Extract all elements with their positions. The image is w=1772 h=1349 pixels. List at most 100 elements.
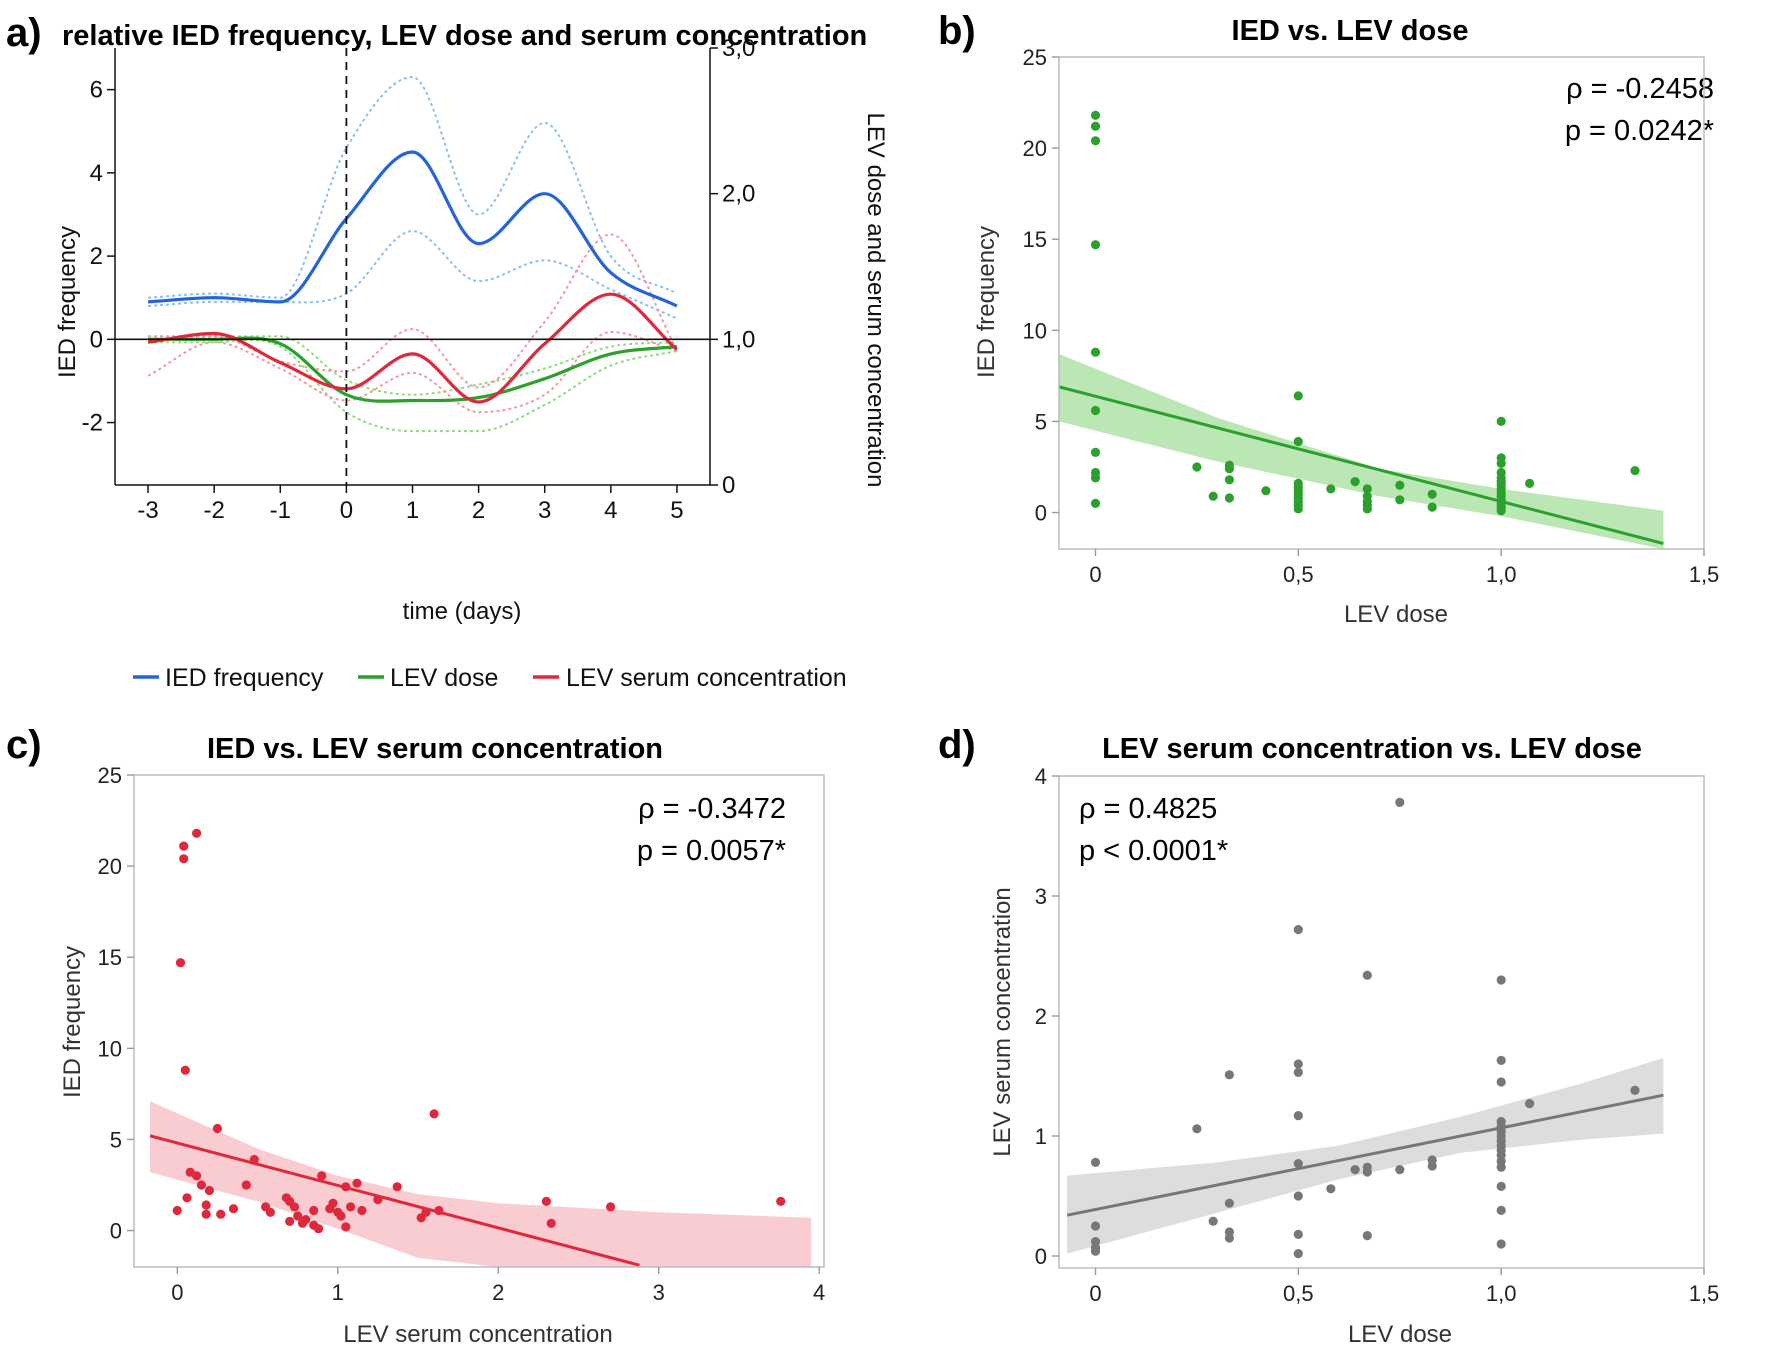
x-tick-label: 0: [340, 497, 353, 524]
data-point: [1496, 1181, 1506, 1191]
x-tick-label: 0,5: [1283, 562, 1314, 587]
y-tick-label: 10: [1023, 318, 1047, 343]
data-point: [1090, 121, 1101, 131]
data-point: [1496, 506, 1506, 516]
lev-serum-concentration-line: [147, 292, 678, 404]
data-point: [392, 1182, 402, 1192]
data-point: [1293, 391, 1303, 401]
y-tick-label: 4: [1035, 764, 1047, 789]
data-point: [1090, 136, 1101, 146]
x-tick-label: 2: [472, 497, 485, 524]
data-point: [1293, 436, 1303, 447]
data-point: [1362, 1231, 1372, 1241]
panel-a-axes: -3 -2 -1 0 1 2 3 4 5 -2 0 2 4 6 0 1,0 2,0 3,0: [82, 35, 756, 524]
panel-label-a: a): [6, 11, 42, 55]
y-tick-label: 4: [90, 160, 103, 187]
panel-c-axes: 0 1 2 3 4 0 5 10 15 20 25: [98, 763, 826, 1305]
y2-tick-label: 2,0: [722, 181, 755, 208]
y-tick-label: 0: [1035, 1244, 1047, 1269]
data-point: [1090, 1221, 1101, 1231]
legend-label: IED frequency: [165, 664, 324, 692]
panel-c-ylabel: IED frequency: [59, 946, 86, 1098]
panel-label-c: c): [6, 723, 42, 767]
panel-d: d) LEV serum concentration vs. LEV dose …: [938, 723, 1719, 1348]
data-point: [172, 1205, 182, 1216]
data-point: [249, 1154, 259, 1165]
data-point: [1090, 1157, 1101, 1167]
data-point: [212, 1123, 222, 1134]
lev-dose-line: [148, 336, 678, 403]
data-point: [1326, 1184, 1336, 1194]
data-point: [180, 1065, 190, 1075]
data-point: [293, 1211, 303, 1221]
data-point: [341, 1222, 351, 1232]
data-point: [1525, 478, 1535, 488]
data-point: [1090, 405, 1101, 416]
data-point: [1293, 1067, 1303, 1077]
data-point: [1395, 797, 1405, 808]
data-point: [336, 1211, 346, 1221]
panel-d-rho: ρ = 0.4825: [1079, 793, 1217, 825]
panel-a-legend: IED frequency LEV dose LEV serum concentra…: [133, 664, 847, 692]
data-point: [1427, 1161, 1437, 1171]
data-point: [1293, 1159, 1303, 1169]
data-point: [341, 1182, 351, 1192]
confidence-band: [150, 1101, 812, 1267]
data-point: [313, 1224, 324, 1234]
data-point: [1090, 498, 1101, 508]
data-point: [228, 1204, 239, 1214]
plot-frame: [1058, 775, 1705, 1269]
panel-b-xlabel: LEV dose: [1344, 601, 1448, 628]
y-tick-label: 25: [1023, 45, 1047, 70]
data-point: [192, 1171, 202, 1181]
data-point: [1362, 504, 1372, 514]
data-point: [1496, 1077, 1506, 1087]
x-tick-label: 0,5: [1283, 1281, 1314, 1306]
x-tick-label: 3: [653, 1280, 665, 1305]
panel-label-b: b): [938, 9, 976, 53]
x-tick-label: -1: [270, 497, 291, 524]
panel-d-pvalue: p < 0.0001*: [1079, 835, 1228, 867]
panel-a-ylabel: IED frequency: [54, 226, 81, 378]
panel-d-plot-area: [1066, 797, 1664, 1259]
data-point: [429, 1109, 439, 1119]
x-tick-label: 2: [492, 1280, 504, 1305]
lev-dose-ci-lower: [148, 338, 678, 433]
y-tick-label: 2: [90, 243, 103, 270]
panel-c-pvalue: p = 0.0057*: [637, 835, 786, 867]
data-point: [1496, 1055, 1506, 1065]
data-point: [1090, 240, 1101, 250]
data-point: [1293, 1249, 1303, 1259]
data-point: [776, 1196, 786, 1206]
panel-b-ylabel: IED frequency: [973, 226, 1000, 378]
data-point: [1496, 1239, 1506, 1249]
data-point: [241, 1180, 251, 1190]
data-point: [1192, 1124, 1202, 1134]
y-tick-label: 20: [1023, 136, 1047, 161]
data-point: [179, 854, 189, 864]
y-tick-label: 0: [1035, 501, 1047, 526]
data-point: [1090, 347, 1101, 357]
panel-a-y2label: LEV dose and serum concentration: [862, 113, 889, 488]
data-point: [317, 1171, 327, 1181]
data-point: [1293, 1059, 1303, 1069]
y-tick-label: 25: [98, 763, 122, 788]
data-point: [1496, 1205, 1506, 1215]
y-tick-label: 0: [110, 1219, 122, 1244]
data-point: [309, 1205, 319, 1216]
panel-c-plot-area: [149, 828, 812, 1267]
x-tick-label: 3: [538, 497, 551, 524]
panel-c-xlabel: LEV serum concentration: [343, 1321, 612, 1348]
ied-frequency-line: [147, 150, 678, 308]
data-point: [196, 1180, 206, 1190]
data-point: [1090, 447, 1101, 457]
data-point: [1525, 1099, 1535, 1109]
panel-b-pvalue: p = 0.0242*: [1565, 115, 1714, 147]
fit-line: [1059, 385, 1664, 545]
data-point: [1496, 975, 1506, 985]
y-tick-label: 3: [1035, 884, 1047, 909]
y-tick-label: 10: [98, 1036, 122, 1061]
y-tick-label: 15: [98, 945, 122, 970]
x-tick-label: 5: [670, 497, 683, 524]
